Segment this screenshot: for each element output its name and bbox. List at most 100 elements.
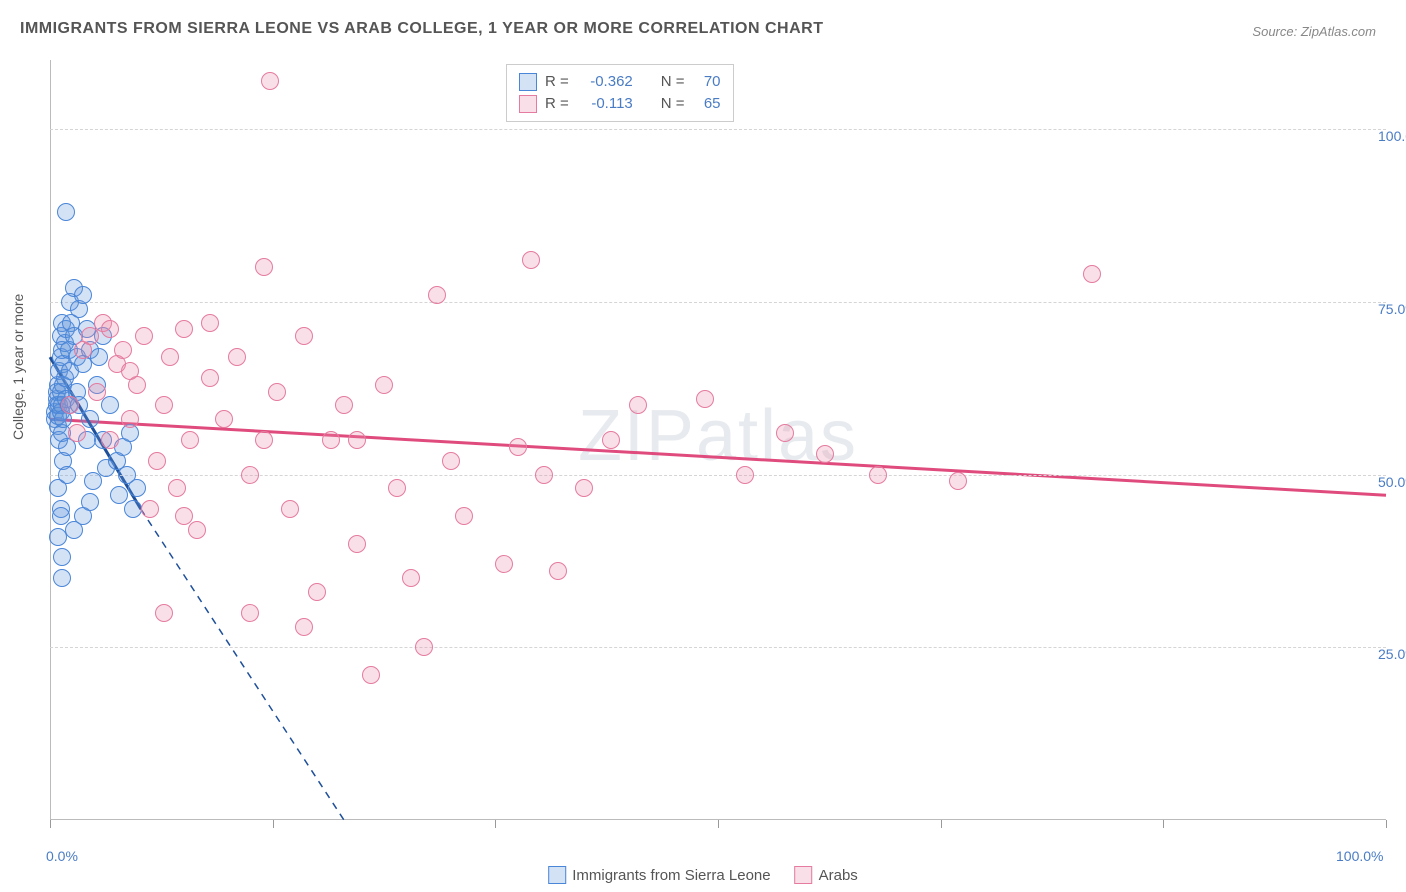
point-arabs [308,583,326,601]
legend-r-value: -0.362 [577,71,633,93]
point-arabs [455,507,473,525]
x-tick [273,820,274,828]
legend-bottom: Immigrants from Sierra Leone Arabs [548,866,858,884]
point-sierra-leone [81,410,99,428]
x-tick [1163,820,1164,828]
y-tick-label: 100.0% [1378,128,1406,144]
x-tick-label: 100.0% [1336,848,1383,864]
y-tick-label: 75.0% [1378,301,1406,317]
point-arabs [201,369,219,387]
point-arabs [68,424,86,442]
point-arabs [696,390,714,408]
point-arabs [402,569,420,587]
y-tick-label: 50.0% [1378,474,1406,490]
point-sierra-leone [128,479,146,497]
point-arabs [201,314,219,332]
point-arabs [295,327,313,345]
point-arabs [509,438,527,456]
legend-n-value: 70 [693,71,721,93]
legend-swatch [548,866,566,884]
point-arabs [175,320,193,338]
point-arabs [281,500,299,518]
legend-item: Immigrants from Sierra Leone [548,866,770,884]
point-sierra-leone [57,203,75,221]
legend-n-label: N = [661,93,685,115]
gridline [50,129,1386,130]
chart-title: IMMIGRANTS FROM SIERRA LEONE VS ARAB COL… [20,20,823,38]
point-sierra-leone [84,472,102,490]
legend-r-value: -0.113 [577,93,633,115]
point-sierra-leone [90,348,108,366]
point-arabs [602,431,620,449]
point-arabs [114,341,132,359]
point-sierra-leone [74,286,92,304]
legend-r-label: R = [545,93,569,115]
x-tick [1386,820,1387,828]
legend-swatch [519,73,537,91]
legend-swatch [519,95,537,113]
legend-swatch [795,866,813,884]
point-arabs [261,72,279,90]
legend-item: Arabs [795,866,858,884]
y-tick-label: 25.0% [1378,646,1406,662]
point-arabs [776,424,794,442]
source-link[interactable]: ZipAtlas.com [1301,24,1376,39]
point-arabs [535,466,553,484]
legend-n-label: N = [661,71,685,93]
point-arabs [215,410,233,428]
source-attribution: Source: ZipAtlas.com [1252,24,1376,39]
trend-line [50,419,1386,495]
point-sierra-leone [124,500,142,518]
legend-stat-row: R = -0.113 N = 65 [519,93,721,115]
point-sierra-leone [81,493,99,511]
gridline [50,647,1386,648]
point-arabs [869,466,887,484]
x-tick [50,820,51,828]
point-arabs [175,507,193,525]
point-arabs [335,396,353,414]
legend-stat-row: R =-0.362N =70 [519,71,721,93]
point-arabs [101,431,119,449]
legend-item-label: Immigrants from Sierra Leone [572,867,770,884]
point-sierra-leone [58,466,76,484]
point-arabs [375,376,393,394]
point-arabs [495,555,513,573]
point-arabs [161,348,179,366]
point-sierra-leone [53,548,71,566]
point-arabs [415,638,433,656]
source-label: Source: [1252,24,1297,39]
point-arabs [428,286,446,304]
point-arabs [442,452,460,470]
point-arabs [816,445,834,463]
point-arabs [549,562,567,580]
trend-line [141,509,344,820]
point-arabs [148,452,166,470]
x-tick [495,820,496,828]
point-arabs [522,251,540,269]
x-tick-label: 0.0% [46,848,78,864]
point-arabs [348,431,366,449]
point-arabs [155,604,173,622]
point-arabs [135,327,153,345]
point-arabs [188,521,206,539]
point-arabs [241,604,259,622]
legend-stats: R = -0.362 N = 70R = -0.113 N = 65 [506,64,734,122]
gridline [50,302,1386,303]
point-arabs [121,362,139,380]
point-arabs [736,466,754,484]
point-arabs [61,396,79,414]
x-tick [941,820,942,828]
point-arabs [88,383,106,401]
point-arabs [141,500,159,518]
point-sierra-leone [53,569,71,587]
point-arabs [228,348,246,366]
point-arabs [81,327,99,345]
point-arabs [295,618,313,636]
point-arabs [241,466,259,484]
point-arabs [949,472,967,490]
point-arabs [348,535,366,553]
point-arabs [255,258,273,276]
point-arabs [155,396,173,414]
legend-n-value: 65 [693,93,721,115]
trend-lines-layer [50,60,1386,820]
